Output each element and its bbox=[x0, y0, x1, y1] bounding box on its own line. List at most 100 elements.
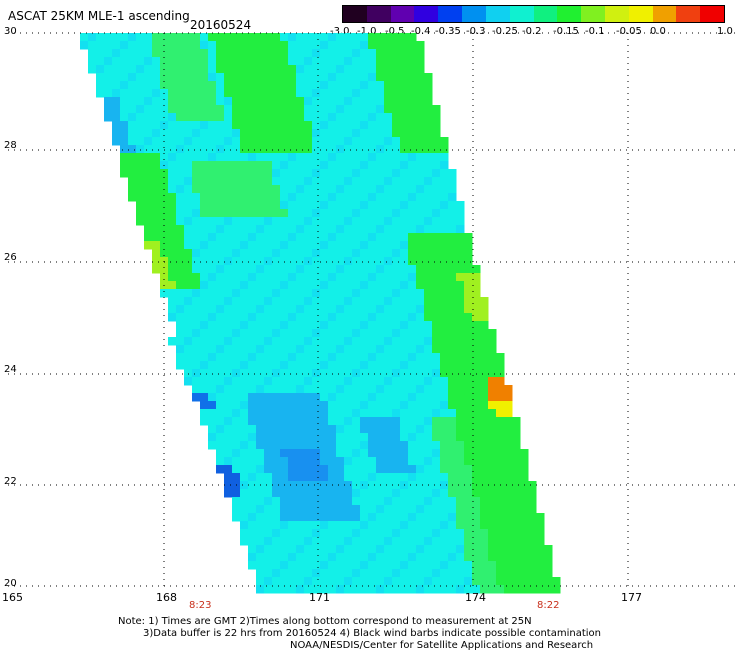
swath-cell bbox=[432, 177, 441, 186]
swath-cell bbox=[104, 73, 113, 82]
swath-cell bbox=[312, 217, 321, 226]
swath-cell bbox=[216, 153, 225, 162]
swath-cell bbox=[136, 193, 145, 202]
swath-cell bbox=[512, 433, 521, 442]
swath-cell bbox=[384, 129, 393, 138]
swath-cell bbox=[192, 57, 201, 66]
swath-cell bbox=[184, 41, 193, 50]
swath-cell bbox=[400, 89, 409, 98]
swath-cell bbox=[280, 273, 289, 282]
swath-cell bbox=[184, 353, 193, 362]
swath-cell bbox=[408, 89, 417, 98]
swath-cell bbox=[232, 281, 241, 290]
swath-cell bbox=[448, 489, 457, 498]
swath-cell bbox=[432, 289, 441, 298]
swath-cell bbox=[312, 537, 321, 546]
swath-cell bbox=[360, 417, 369, 426]
swath-cell bbox=[240, 273, 249, 282]
swath-cell bbox=[200, 321, 209, 330]
swath-cell bbox=[248, 249, 257, 258]
swath-cell bbox=[216, 129, 225, 138]
swath-cell bbox=[488, 513, 497, 522]
swath-cell bbox=[128, 33, 137, 42]
swath-cell bbox=[272, 121, 281, 130]
swath-cell bbox=[248, 561, 257, 570]
swath-cell bbox=[408, 521, 417, 530]
swath-cell bbox=[152, 225, 161, 234]
swath-cell bbox=[192, 105, 201, 114]
swath-cell bbox=[200, 185, 209, 194]
swath-cell bbox=[504, 553, 513, 562]
swath-cell bbox=[344, 417, 353, 426]
swath-cell bbox=[232, 433, 241, 442]
swath-cell bbox=[472, 417, 481, 426]
swath-cell bbox=[336, 385, 345, 394]
swath-cell bbox=[160, 193, 169, 202]
swath-cell bbox=[392, 121, 401, 130]
swath-cell bbox=[224, 257, 233, 266]
swath-cell bbox=[272, 113, 281, 122]
swath-cell bbox=[312, 249, 321, 258]
swath-cell bbox=[336, 305, 345, 314]
swath-cell bbox=[320, 257, 329, 266]
swath-cell bbox=[408, 425, 417, 434]
swath-cell bbox=[400, 449, 409, 458]
swath-cell bbox=[528, 521, 537, 530]
swath-cell bbox=[376, 361, 385, 370]
swath-cell bbox=[264, 505, 273, 514]
swath-cell bbox=[472, 449, 481, 458]
swath-cell bbox=[464, 513, 473, 522]
swath-cell bbox=[344, 473, 353, 482]
swath-cell bbox=[248, 337, 257, 346]
swath-cell bbox=[520, 585, 529, 594]
swath-cell bbox=[208, 433, 217, 442]
swath-cell bbox=[248, 465, 257, 474]
swath-cell bbox=[464, 321, 473, 330]
swath-cell bbox=[528, 569, 537, 578]
swath-cell bbox=[304, 41, 313, 50]
swath-cell bbox=[288, 289, 297, 298]
swath-cell bbox=[264, 73, 273, 82]
swath-cell bbox=[432, 513, 441, 522]
swath-cell bbox=[288, 257, 297, 266]
swath-cell bbox=[464, 497, 473, 506]
swath-cell bbox=[376, 161, 385, 170]
swath-cell bbox=[400, 137, 409, 146]
swath-cell bbox=[424, 409, 433, 418]
swath-cell bbox=[536, 513, 545, 522]
swath-cell bbox=[384, 201, 393, 210]
swath-cell bbox=[304, 249, 313, 258]
swath-cell bbox=[296, 537, 305, 546]
swath-cell bbox=[496, 497, 505, 506]
swath-cell bbox=[392, 409, 401, 418]
swath-cell bbox=[352, 41, 361, 50]
swath-cell bbox=[152, 185, 161, 194]
swath-cell bbox=[328, 505, 337, 514]
swath-cell bbox=[256, 545, 265, 554]
swath-cell bbox=[440, 337, 449, 346]
swath-cell bbox=[352, 81, 361, 90]
swath-cell bbox=[400, 465, 409, 474]
swath-cell bbox=[136, 169, 145, 178]
swath-cell bbox=[424, 353, 433, 362]
swath-cell bbox=[240, 513, 249, 522]
swath-cell bbox=[536, 577, 545, 586]
swath-cell bbox=[168, 305, 177, 314]
swath-cell bbox=[272, 169, 281, 178]
swath-cell bbox=[256, 377, 265, 386]
swath-cell bbox=[312, 545, 321, 554]
swath-cell bbox=[376, 153, 385, 162]
swath-cell bbox=[336, 153, 345, 162]
swath-cell bbox=[216, 385, 225, 394]
swath-cell bbox=[328, 217, 337, 226]
swath-cell bbox=[96, 81, 105, 90]
swath-cell bbox=[336, 321, 345, 330]
swath-cell bbox=[160, 225, 169, 234]
swath-cell bbox=[432, 113, 441, 122]
swath-cell bbox=[240, 225, 249, 234]
swath-cell bbox=[256, 321, 265, 330]
swath-cell bbox=[384, 209, 393, 218]
swath-cell bbox=[248, 289, 257, 298]
swath-cell bbox=[264, 329, 273, 338]
swath-cell bbox=[320, 337, 329, 346]
